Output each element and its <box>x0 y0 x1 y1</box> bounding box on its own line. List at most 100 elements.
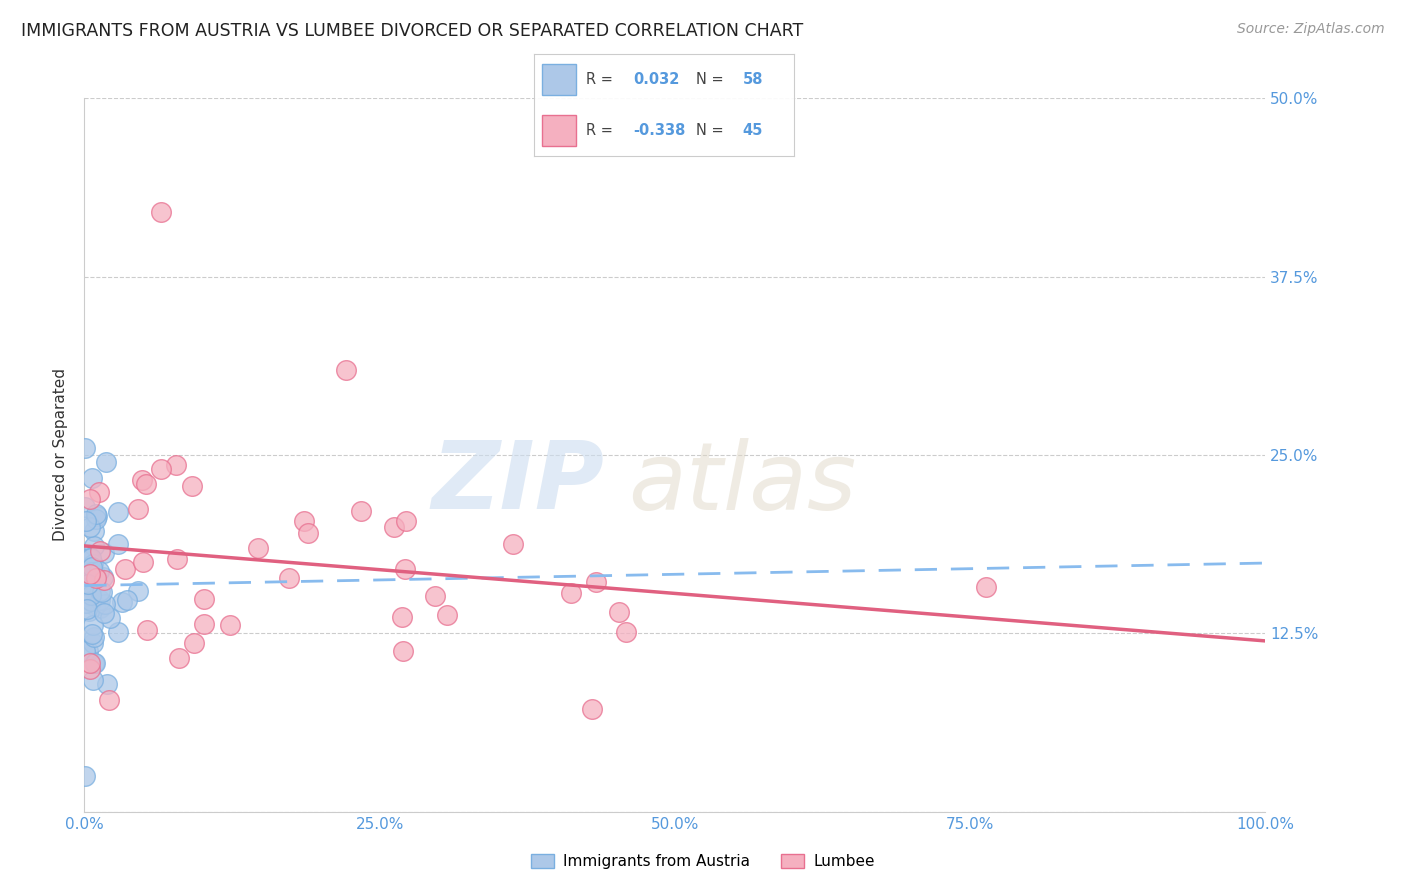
Point <box>79 550 101 565</box>
Point <box>91 570 114 584</box>
Point <box>166 551 188 566</box>
Point <box>132 555 155 569</box>
Point <box>292 514 315 528</box>
Point <box>80 589 103 603</box>
Point <box>83 524 105 539</box>
Point <box>96 677 118 691</box>
Point <box>87 484 110 499</box>
Point <box>560 586 582 600</box>
Point <box>89 583 111 598</box>
Point <box>79 656 101 670</box>
Point <box>77 590 100 604</box>
Text: N =: N = <box>696 123 723 138</box>
Point <box>581 702 603 716</box>
Point <box>82 566 104 580</box>
Text: atlas: atlas <box>627 438 856 529</box>
Point <box>607 605 630 619</box>
Point <box>135 476 157 491</box>
Point <box>395 514 418 528</box>
Point <box>83 656 105 670</box>
Point <box>80 588 103 602</box>
Point <box>183 636 205 650</box>
Point <box>73 644 96 658</box>
Point <box>82 557 104 571</box>
Text: R =: R = <box>586 123 613 138</box>
Point <box>84 512 107 526</box>
Point <box>94 597 117 611</box>
Point <box>93 606 115 620</box>
Point <box>135 623 157 637</box>
Point <box>76 644 98 658</box>
Point <box>107 624 129 639</box>
Text: Source: ZipAtlas.com: Source: ZipAtlas.com <box>1237 22 1385 37</box>
Point <box>82 617 104 632</box>
Point <box>89 601 111 615</box>
Point <box>84 599 107 614</box>
Point <box>86 507 108 521</box>
Point <box>98 611 121 625</box>
Point <box>86 508 108 523</box>
Point <box>150 205 173 219</box>
Point <box>425 589 447 603</box>
Point <box>73 769 96 783</box>
Point <box>82 579 104 593</box>
Text: 45: 45 <box>742 123 762 138</box>
Point <box>77 551 100 566</box>
Point <box>436 608 458 623</box>
Point <box>75 441 97 455</box>
Point <box>111 595 134 609</box>
Point <box>349 503 371 517</box>
Point <box>502 537 524 551</box>
Text: 58: 58 <box>742 71 763 87</box>
Point <box>80 471 103 485</box>
Point <box>193 616 215 631</box>
Point <box>391 610 413 624</box>
Text: ZIP: ZIP <box>432 437 605 530</box>
Point <box>91 585 114 599</box>
Point <box>394 562 416 576</box>
Point <box>84 571 107 585</box>
Point <box>614 624 637 639</box>
Point <box>115 593 138 607</box>
Point <box>974 580 997 594</box>
Point <box>83 656 105 670</box>
Point <box>131 473 153 487</box>
Point <box>79 566 101 581</box>
Point <box>82 673 104 687</box>
Point <box>335 362 357 376</box>
Point <box>107 505 129 519</box>
Point <box>75 514 97 528</box>
Text: IMMIGRANTS FROM AUSTRIA VS LUMBEE DIVORCED OR SEPARATED CORRELATION CHART: IMMIGRANTS FROM AUSTRIA VS LUMBEE DIVORC… <box>21 22 803 40</box>
Point <box>83 630 105 644</box>
Point <box>89 544 111 558</box>
Point <box>79 662 101 676</box>
Point <box>114 562 136 576</box>
Point <box>193 592 215 607</box>
Point <box>89 592 111 607</box>
Point <box>79 491 101 506</box>
Point <box>150 462 173 476</box>
Point <box>80 594 103 608</box>
Text: -0.338: -0.338 <box>633 123 686 138</box>
Point <box>97 693 120 707</box>
Point <box>107 537 129 551</box>
Point <box>77 604 100 618</box>
Point <box>83 567 105 582</box>
Point <box>82 636 104 650</box>
Point <box>382 520 405 534</box>
Point <box>247 541 270 555</box>
Point <box>278 571 301 585</box>
Point <box>392 644 415 658</box>
Point <box>93 546 115 560</box>
Point <box>76 602 98 616</box>
Point <box>219 618 242 632</box>
Point <box>77 577 100 591</box>
Point <box>127 501 149 516</box>
Point <box>94 455 117 469</box>
Point <box>79 520 101 534</box>
Point <box>80 560 103 574</box>
Point <box>75 500 97 515</box>
Point <box>167 650 190 665</box>
Bar <box>543 115 576 145</box>
Point <box>80 564 103 578</box>
